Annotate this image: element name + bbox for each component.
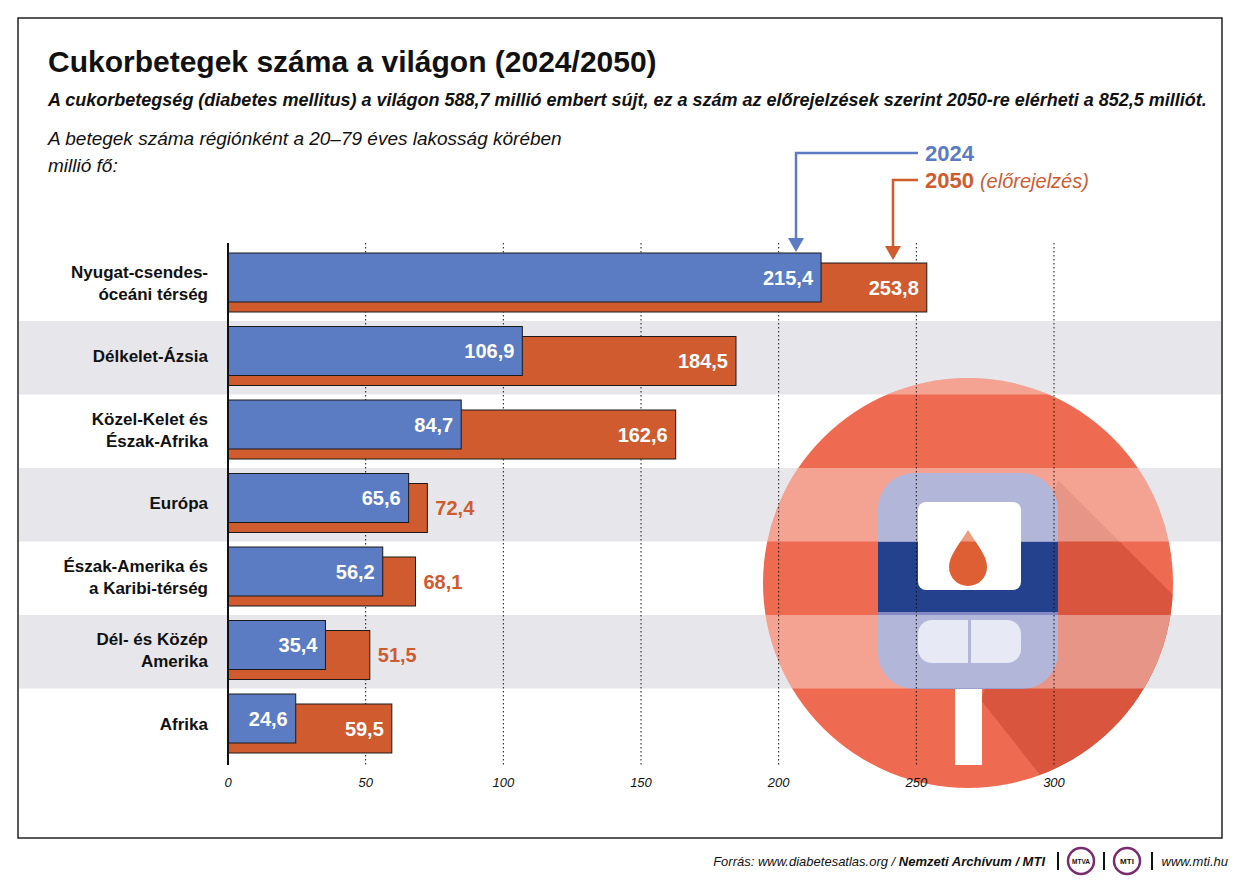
data-label: 106,9 [464,340,514,362]
category-label-line: Észak-Afrika [106,432,209,451]
axis-unit: millió fő: [48,155,118,176]
tick-label: 0 [224,775,232,790]
category-labels: Nyugat-csendes-óceáni térség Délkelet-Ázs… [63,263,208,734]
legend: 20242050 (előrejelzés) [788,141,1089,260]
category-label-line: Észak-Amerika és [63,557,208,576]
category-label: Afrika [160,715,209,734]
data-label: 72,4 [435,497,475,519]
source-text: Forrás: www.diabetesatlas.org / [713,854,899,869]
category-label: Délkelet-Ázsia [93,347,209,366]
meter-strip [955,689,982,765]
data-label: 56,2 [336,561,375,583]
bar [228,621,325,670]
category-label-line: Nyugat-csendes- [71,263,208,282]
icon-band-overlay [763,321,1193,395]
logo-circle [1068,848,1094,874]
category-label: Észak-Amerika és a Karibi-térség [63,557,208,598]
row-band [19,321,1221,395]
grid-line [641,243,642,765]
axis-line [227,243,229,765]
category-label: Közel-Kelet és Észak-Afrika [92,410,209,451]
row-band [19,468,1221,542]
footer-separator [1057,852,1059,870]
category-label: Európa [149,494,208,513]
data-label: 184,5 [678,350,728,372]
data-labels: 215,4 106,9 84,7 65,6 56,2 35,4 24,6 253,8 184,5… [249,267,919,740]
category-label-line: Közel-Kelet és [92,410,208,429]
category-label-line: Dél- és Közép [97,630,208,649]
category-label-line: a Karibi-térség [89,579,208,598]
tick-label: 200 [767,775,790,790]
data-label: 162,6 [618,424,668,446]
data-label: 84,7 [414,414,453,436]
chart-root: 0 50 100 150 200 250 300 215,4 106,9 84,7 65,6 56,2… [0,0,1240,891]
bar [228,327,522,376]
bar [228,547,383,596]
icon [763,321,1193,788]
data-label: 51,5 [378,644,417,666]
footer-separator [1151,852,1153,870]
grid-line [778,243,779,765]
logo-text: MTI [1120,857,1134,866]
footer: www.mti.hu MTVA MTI Forrás: www.diabetesatl… [713,848,1228,874]
legend-label: 2050 [925,168,974,193]
data-label: 253,8 [869,277,919,299]
website: www.mti.hu [1162,854,1228,869]
bars [228,253,927,753]
category-label-line: óceáni térség [98,285,208,304]
background [0,0,1240,891]
bar [228,400,461,449]
category-label-line: Amerika [141,652,209,671]
row-band [19,615,1221,689]
title: Cukorbetegek száma a világon (2024/2050) [48,45,657,78]
data-label: 59,5 [345,718,384,740]
tick-label: 50 [358,775,373,790]
legend-arrow [796,153,918,240]
category-label-line: Európa [149,494,208,513]
category-label-line: Afrika [160,715,209,734]
logo-text: MTVA [1072,858,1090,865]
subtitle-line: A cukorbetegség (diabetes mellitus) a vi… [47,90,1207,110]
data-label: 65,6 [362,487,401,509]
grid-line [503,243,504,765]
data-label: 68,1 [424,571,463,593]
legend-label: 2024 [925,141,975,166]
bar [228,694,296,743]
icon-band-overlay [763,615,1193,689]
footer-separator [1103,852,1105,870]
data-label: 215,4 [763,267,814,289]
category-label-line: Délkelet-Ázsia [93,347,209,366]
category-label: Dél- és Közép Amerika [97,630,209,671]
tick-label: 100 [492,775,514,790]
tick-label: 300 [1043,775,1065,790]
legend-note: (előrejelzés) [980,170,1089,192]
bar [228,253,821,302]
category-label: Nyugat-csendes-óceáni térség [71,263,208,304]
tick-label: 250 [904,775,927,790]
legend-arrowhead [885,246,901,260]
grid-line [1054,243,1055,765]
tick-label: 150 [630,775,652,790]
legend-arrowhead [788,238,804,252]
source-bold: Nemzeti Archívum / MTI [899,854,1046,869]
logo-circle [1114,848,1140,874]
data-label: 35,4 [279,634,319,656]
grid-line [228,243,229,765]
frame [18,18,1222,838]
data-label: 24,6 [249,708,288,730]
bar [228,704,392,753]
source: Forrás: www.diabetesatlas.org / Nemzeti … [713,854,1045,869]
bar [228,474,409,523]
grid-line [916,243,917,765]
icon-band-overlay [763,468,1193,542]
note: A betegek száma régiónként a 20–79 éves … [47,128,562,149]
legend-arrow [893,180,918,248]
subtitle: A cukorbetegség (diabetes mellitus) a vi… [47,90,1207,110]
x-axis: 0 50 100 150 200 250 300 [224,243,1065,790]
